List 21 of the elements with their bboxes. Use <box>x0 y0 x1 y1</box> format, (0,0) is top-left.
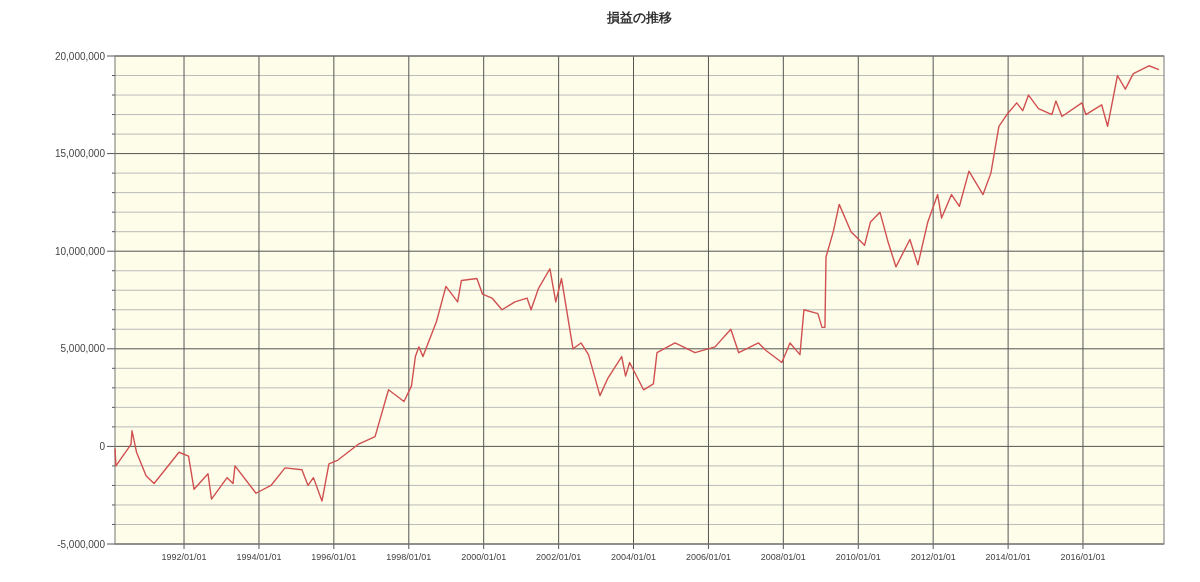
x-tick-label: 2004/01/01 <box>610 552 657 562</box>
x-tick-label: 2014/01/01 <box>985 552 1031 562</box>
x-tick-label: 1994/01/01 <box>236 552 282 562</box>
y-tick-label: 10,000,000 <box>54 245 106 257</box>
y-tick-label: 0 <box>99 440 106 452</box>
y-tick-label: -5,000,000 <box>57 538 106 550</box>
x-tick-label: 1996/01/01 <box>311 552 357 562</box>
x-tick-label: 2000/01/01 <box>461 552 507 562</box>
y-tick-label: 5,000,000 <box>60 343 106 355</box>
y-tick-label: 20,000,000 <box>54 50 106 62</box>
x-tick-label: 2002/01/01 <box>536 552 582 562</box>
x-tick-label: 2010/01/01 <box>835 552 881 562</box>
x-tick-label: 2008/01/01 <box>760 552 806 562</box>
x-tick-label: 2012/01/01 <box>910 552 956 562</box>
x-tick-label: 2006/01/01 <box>685 552 731 562</box>
line-series <box>114 65 1160 502</box>
y-tick-label: 15,000,000 <box>54 148 106 160</box>
chart-title: 損益の推移 <box>606 10 672 25</box>
x-tick-label: 1992/01/01 <box>161 552 207 562</box>
x-tick-label: 1998/01/01 <box>386 552 432 562</box>
x-tick-label: 2016/01/01 <box>1060 552 1106 562</box>
